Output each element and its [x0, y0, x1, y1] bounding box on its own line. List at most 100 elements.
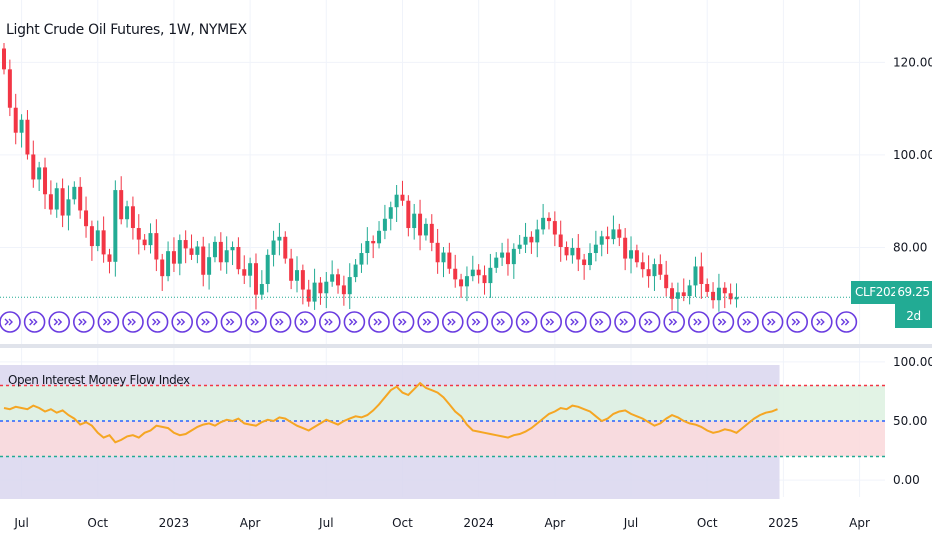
candle-body — [347, 277, 352, 295]
candle-body — [646, 269, 651, 277]
candle-body — [171, 251, 176, 264]
event-glyph — [471, 318, 481, 326]
candle-body — [78, 186, 83, 211]
candle-body — [623, 237, 628, 259]
candle-body — [388, 207, 393, 219]
candle-body — [318, 282, 323, 294]
candle-body — [728, 293, 733, 300]
dividend-event-icon — [786, 311, 809, 333]
time-axis-tick: Apr — [240, 516, 261, 530]
candle-body — [652, 264, 657, 277]
candle-body — [429, 223, 434, 243]
osc-axis-tick: 100.00 — [893, 355, 932, 369]
time-axis-tick: Jul — [318, 516, 333, 530]
candle-body — [687, 285, 692, 297]
candle-body — [189, 248, 194, 255]
candle-body — [505, 252, 510, 265]
time-axis-tick: Apr — [544, 516, 565, 530]
dividend-event-icon — [417, 311, 440, 333]
osc-axis-tick: 50.00 — [893, 414, 927, 428]
candle-body — [564, 247, 569, 256]
candle-body — [441, 252, 446, 263]
candle-body — [341, 285, 346, 295]
candle-body — [19, 119, 24, 133]
candle-body — [289, 258, 294, 281]
dividend-event-icon — [0, 311, 21, 333]
dividend-event-icon — [761, 311, 784, 333]
candle-body — [107, 254, 112, 262]
dividend-event-icon — [540, 311, 563, 333]
time-axis-tick: 2023 — [159, 516, 190, 530]
candle-body — [482, 275, 487, 284]
candle-body — [54, 188, 59, 210]
price-axis-tick: 100.00 — [893, 148, 932, 162]
candle-body — [119, 190, 124, 220]
candle-body — [470, 269, 475, 277]
dividend-event-icon — [564, 311, 587, 333]
dividend-event-icon — [392, 311, 415, 333]
symbol-label: CLF2025 — [855, 285, 905, 299]
dividend-event-icon — [294, 311, 317, 333]
time-axis-tick: 2025 — [768, 516, 799, 530]
candle-body — [359, 253, 364, 265]
dividend-event-icon — [589, 311, 612, 333]
candle-body — [423, 223, 428, 236]
dividend-event-icon — [343, 311, 366, 333]
candle-body — [453, 268, 458, 280]
candle-body — [283, 236, 288, 259]
dividend-event-icon — [73, 311, 95, 333]
candle-body — [271, 240, 276, 255]
dividend-event-icon — [48, 311, 71, 333]
event-glyph — [447, 318, 456, 326]
dividend-event-icon — [171, 311, 193, 333]
dividend-event-icon — [491, 311, 513, 333]
candle-body — [365, 240, 370, 254]
dividend-event-icon — [687, 311, 710, 333]
candle-body — [629, 250, 634, 259]
candle-body — [681, 292, 686, 297]
candle-body — [48, 194, 53, 210]
event-glyph — [299, 318, 309, 326]
time-axis-tick: 2024 — [463, 516, 494, 530]
candle-body — [183, 240, 188, 249]
candle-body — [60, 188, 65, 216]
event-glyph — [29, 318, 38, 326]
candle-body — [37, 167, 42, 180]
event-glyph — [152, 318, 161, 326]
candle-body — [212, 241, 217, 258]
dividend-event-icon — [97, 311, 120, 333]
time-axis-tick: Oct — [697, 516, 718, 530]
candle-body — [207, 257, 212, 275]
event-glyph — [127, 318, 136, 326]
candle-body — [435, 242, 440, 263]
candle-body — [406, 200, 411, 229]
candle-body — [593, 244, 598, 254]
dividend-event-icon — [441, 311, 464, 333]
event-glyph — [767, 318, 776, 326]
event-glyph — [619, 318, 628, 326]
candle-body — [734, 297, 739, 300]
candle-body — [31, 154, 36, 180]
candle-body — [324, 281, 329, 294]
candle-body — [43, 167, 48, 195]
event-glyph — [250, 318, 259, 326]
candle-body — [277, 236, 282, 241]
event-glyph — [225, 318, 235, 326]
candle-body — [218, 241, 223, 263]
event-glyph — [324, 318, 333, 326]
candle-body — [136, 228, 141, 240]
candle-body — [464, 276, 469, 287]
candle-body — [230, 247, 235, 251]
candle-body — [605, 236, 610, 240]
candle-body — [511, 248, 516, 265]
candle-body — [640, 262, 645, 270]
candle-body — [259, 284, 264, 295]
candle-body — [330, 274, 335, 282]
dividend-event-icon — [269, 311, 292, 333]
candle-body — [670, 288, 675, 299]
candle-body — [418, 213, 423, 236]
candle-body — [177, 240, 182, 264]
event-glyph — [78, 318, 87, 326]
dividend-event-icon — [712, 311, 735, 333]
